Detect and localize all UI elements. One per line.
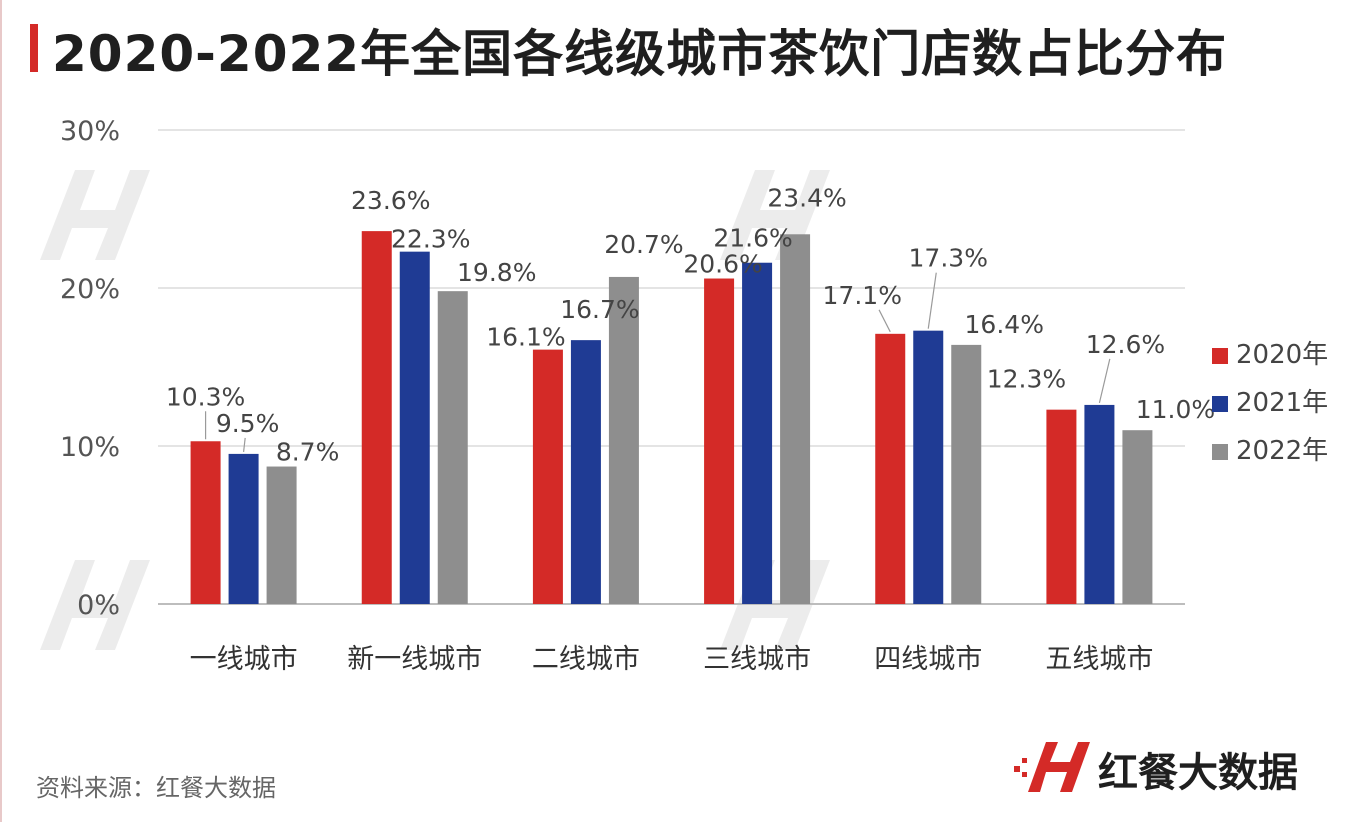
data-label: 16.4%: [965, 310, 1044, 339]
bar-2020年-新一线城市: [361, 231, 392, 604]
bar-2022年-新一线城市: [437, 291, 468, 604]
leader-line: [927, 272, 937, 329]
y-tick-label: 10%: [60, 432, 120, 463]
data-label: 11.0%: [1136, 395, 1215, 424]
bar-2020年-四线城市: [875, 333, 906, 604]
data-label: 22.3%: [391, 225, 470, 254]
bar-2022年-三线城市: [780, 234, 811, 604]
bar-2021年-四线城市: [913, 330, 944, 604]
bar-2021年-五线城市: [1084, 404, 1115, 604]
chart-title: 2020-2022年全国各线级城市茶饮门店数占比分布: [52, 25, 1228, 83]
bar-2022年-一线城市: [266, 466, 297, 604]
bar-2021年-新一线城市: [399, 251, 430, 604]
data-label: 17.1%: [823, 281, 902, 310]
data-label: 19.8%: [457, 258, 536, 287]
data-label: 16.7%: [560, 295, 639, 324]
data-label: 23.6%: [351, 186, 430, 215]
bar-2021年-三线城市: [742, 262, 773, 604]
legend-label: 2021年: [1236, 388, 1328, 418]
bar-2022年-五线城市: [1122, 430, 1153, 604]
bar-2022年-四线城市: [951, 344, 982, 604]
data-label: 12.3%: [987, 365, 1066, 394]
bar-2021年-二线城市: [570, 340, 601, 604]
x-tick-label: 二线城市: [532, 644, 640, 675]
data-label: 8.7%: [276, 438, 340, 467]
data-label: 17.3%: [909, 244, 988, 273]
data-label: 10.3%: [166, 382, 245, 411]
data-label: 12.6%: [1086, 330, 1165, 359]
data-label: 20.7%: [604, 230, 683, 259]
x-tick-label: 五线城市: [1045, 644, 1153, 675]
source-note: 资料来源：红餐大数据: [36, 774, 276, 802]
bar-2022年-二线城市: [608, 276, 639, 604]
legend-swatch-2021年: [1212, 396, 1228, 412]
legend-swatch-2020年: [1212, 348, 1228, 364]
y-tick-label: 30%: [60, 116, 120, 147]
data-label: 21.6%: [713, 224, 792, 253]
leader-line: [242, 437, 246, 452]
brand-logo-icon: [1014, 742, 1090, 792]
x-tick-label: 四线城市: [874, 644, 982, 675]
leader-line: [878, 309, 891, 333]
data-label: 9.5%: [216, 409, 280, 438]
legend-label: 2022年: [1236, 436, 1328, 466]
brand-name: 红餐大数据: [1098, 750, 1298, 796]
legend-label: 2020年: [1236, 340, 1328, 370]
data-label: 20.6%: [683, 250, 762, 279]
frame-border: [0, 0, 2, 822]
data-label: 16.1%: [486, 323, 565, 352]
x-tick-label: 一线城市: [190, 644, 298, 675]
bar-2020年-五线城市: [1046, 409, 1077, 604]
leader-line: [1098, 358, 1111, 404]
x-tick-label: 新一线城市: [347, 644, 482, 675]
bar-2020年-三线城市: [704, 278, 735, 604]
data-label: 23.4%: [767, 183, 846, 212]
bar-2021年-一线城市: [228, 453, 259, 604]
bar-2020年-二线城市: [532, 349, 563, 604]
y-tick-label: 20%: [60, 274, 120, 305]
legend-swatch-2022年: [1212, 444, 1228, 460]
y-tick-label: 0%: [77, 590, 120, 621]
bar-2020年-一线城市: [190, 441, 221, 604]
title-accent-bar: [30, 24, 38, 72]
x-tick-label: 三线城市: [703, 644, 811, 675]
